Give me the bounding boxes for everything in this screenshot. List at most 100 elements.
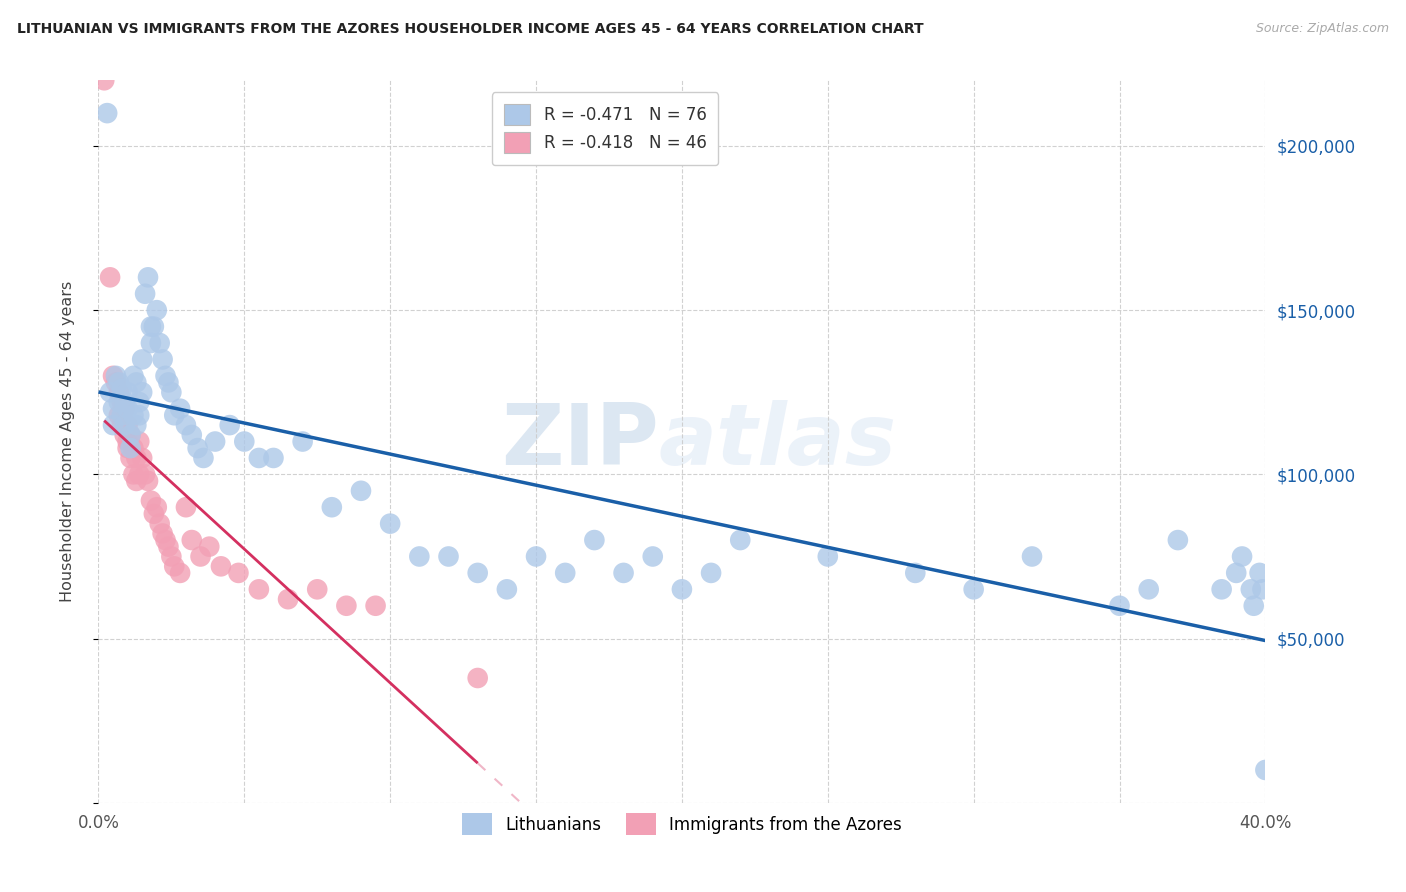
Point <box>160 549 183 564</box>
Point <box>583 533 606 547</box>
Point <box>117 401 139 416</box>
Point <box>142 319 165 334</box>
Text: LITHUANIAN VS IMMIGRANTS FROM THE AZORES HOUSEHOLDER INCOME AGES 45 - 64 YEARS C: LITHUANIAN VS IMMIGRANTS FROM THE AZORES… <box>17 22 924 37</box>
Point <box>1254 763 1277 777</box>
Point <box>122 441 145 455</box>
Point <box>114 428 136 442</box>
Point <box>524 549 547 564</box>
Point <box>128 467 150 482</box>
Point <box>1225 566 1247 580</box>
Point <box>1021 549 1043 564</box>
Point <box>157 540 180 554</box>
Point <box>496 582 519 597</box>
Point <box>120 428 142 442</box>
Point <box>125 418 148 433</box>
Point <box>209 559 232 574</box>
Point <box>120 441 142 455</box>
Point <box>467 566 489 580</box>
Point <box>190 549 212 564</box>
Point <box>122 368 145 383</box>
Point <box>204 434 226 449</box>
Point <box>307 582 329 597</box>
Point <box>114 401 136 416</box>
Point <box>131 352 153 367</box>
Point <box>108 409 131 423</box>
Text: Source: ZipAtlas.com: Source: ZipAtlas.com <box>1256 22 1389 36</box>
Point <box>111 418 134 433</box>
Point <box>114 395 136 409</box>
Point <box>98 270 121 285</box>
Point <box>380 516 402 531</box>
Point <box>1230 549 1253 564</box>
Point <box>700 566 723 580</box>
Point <box>247 582 270 597</box>
Point <box>198 540 221 554</box>
Point <box>117 441 139 455</box>
Point <box>163 409 186 423</box>
Point <box>152 352 174 367</box>
Point <box>187 441 209 455</box>
Point <box>122 467 145 482</box>
Point <box>98 385 121 400</box>
Point <box>117 385 139 400</box>
Point <box>104 368 127 383</box>
Point <box>120 450 142 465</box>
Point <box>1243 599 1265 613</box>
Point <box>139 336 162 351</box>
Point <box>321 500 343 515</box>
Point <box>155 368 177 383</box>
Point <box>108 376 131 390</box>
Point <box>122 409 145 423</box>
Point <box>149 336 172 351</box>
Point <box>93 73 115 87</box>
Point <box>128 409 150 423</box>
Point <box>111 409 134 423</box>
Point <box>1137 582 1160 597</box>
Point <box>160 385 183 400</box>
Point <box>111 395 134 409</box>
Point <box>612 566 634 580</box>
Point <box>193 450 215 465</box>
Point <box>108 385 131 400</box>
Point <box>96 106 118 120</box>
Point <box>125 376 148 390</box>
Point <box>817 549 839 564</box>
Point <box>114 418 136 433</box>
Point <box>1240 582 1263 597</box>
Point <box>101 418 124 433</box>
Point <box>218 418 240 433</box>
Y-axis label: Householder Income Ages 45 - 64 years: Householder Income Ages 45 - 64 years <box>60 281 75 602</box>
Point <box>364 599 387 613</box>
Point <box>131 385 153 400</box>
Point <box>962 582 984 597</box>
Point <box>128 434 150 449</box>
Point <box>104 376 127 390</box>
Point <box>671 582 693 597</box>
Point <box>101 368 124 383</box>
Point <box>128 395 150 409</box>
Point <box>1167 533 1189 547</box>
Point <box>1249 566 1271 580</box>
Text: ZIP: ZIP <box>501 400 658 483</box>
Point <box>437 549 460 564</box>
Point <box>1108 599 1130 613</box>
Point <box>157 376 180 390</box>
Point <box>262 450 284 465</box>
Point <box>554 566 576 580</box>
Point <box>228 566 250 580</box>
Point <box>467 671 489 685</box>
Point <box>134 467 156 482</box>
Point <box>1251 582 1274 597</box>
Point <box>139 493 162 508</box>
Point <box>111 382 134 396</box>
Point <box>131 450 153 465</box>
Point <box>136 270 159 285</box>
Point <box>155 533 177 547</box>
Point <box>146 500 169 515</box>
Point <box>180 533 202 547</box>
Point <box>125 474 148 488</box>
Point <box>134 286 156 301</box>
Point <box>233 434 256 449</box>
Point <box>335 599 357 613</box>
Point <box>169 566 191 580</box>
